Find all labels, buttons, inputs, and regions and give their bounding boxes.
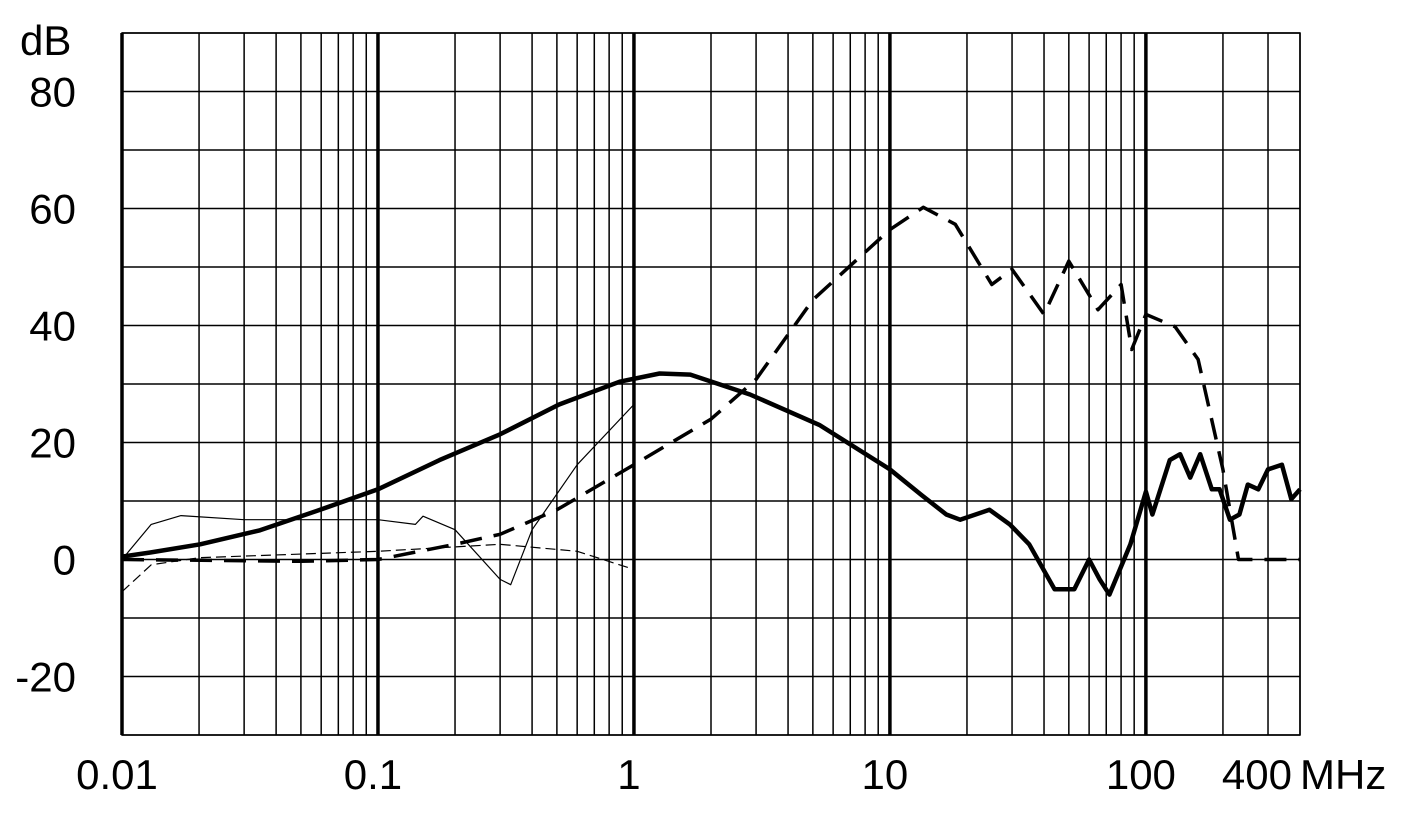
y-tick-label: 40 (29, 303, 76, 350)
x-tick-label: 0.01 (76, 751, 158, 798)
y-tick-label: 20 (29, 420, 76, 467)
y-tick-label: 0 (53, 537, 76, 584)
x-tick-label: 400 (1222, 751, 1292, 798)
y-tick-label: -20 (15, 654, 76, 701)
y-tick-label: 80 (29, 69, 76, 116)
y-unit: dB (20, 17, 71, 64)
x-tick-label: 10 (862, 751, 909, 798)
y-tick-label: 60 (29, 186, 76, 233)
series-line (121, 404, 635, 586)
series-line (121, 205, 1300, 564)
x-tick-label: 0.1 (344, 751, 402, 798)
x-tick-label: 100 (1106, 751, 1176, 798)
series-line (121, 543, 635, 593)
x-unit: MHz (1300, 751, 1386, 798)
plot-frame (121, 32, 1301, 736)
x-tick-label: 1 (617, 751, 640, 798)
